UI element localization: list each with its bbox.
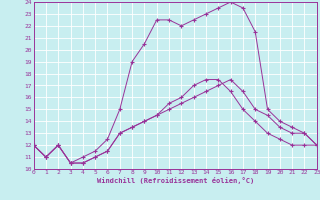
X-axis label: Windchill (Refroidissement éolien,°C): Windchill (Refroidissement éolien,°C)	[97, 177, 254, 184]
